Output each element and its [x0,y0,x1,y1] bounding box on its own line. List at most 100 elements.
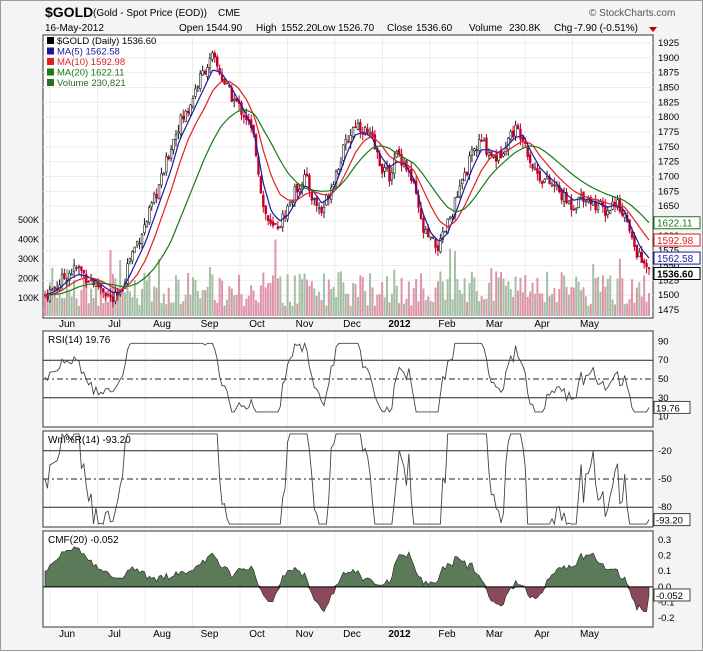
candle-body [288,202,292,206]
price-tag-box [653,233,701,247]
volume-bar [165,304,168,316]
volume-bar [286,274,289,316]
candle-body [502,153,505,157]
oscillator-line [44,341,650,413]
candle-body [169,149,173,159]
oscillator-value-tag: 19.76 [653,400,691,414]
candle-body [647,267,651,270]
volume-bar [478,301,481,316]
volume-bar [218,277,221,316]
volume-bar [179,303,182,316]
volume-bar [560,272,563,316]
volume-value: 230.8K [509,23,541,34]
oscillator-tick-label: 0.3 [658,535,671,546]
candle-body [126,263,129,284]
volume-bar [398,303,401,316]
volume-bar [223,305,226,316]
candle-body [225,82,229,85]
volume-bar [150,301,153,316]
oscillator-tick-label: -0.2 [658,613,674,624]
volume-bar [58,293,61,316]
price-tick-label: 1775 [658,127,679,138]
volume-bar [604,286,607,316]
candle-body [99,285,102,289]
month-label: Aug [153,319,171,330]
volume-bar [264,287,267,316]
volume-bar [46,296,49,316]
month-label: Nov [296,319,314,330]
price-tick-label: 1850 [658,82,679,93]
volume-bar [65,268,68,316]
candle-body [363,126,367,135]
date-label: 16-May-2012 [45,23,104,34]
candle-body [400,154,403,166]
volume-bar [141,288,144,316]
moving-average-line [44,109,650,296]
price-tag-label: 1622.11 [657,219,693,230]
month-label: Mar [486,319,504,330]
price-tick-label: 1700 [658,172,679,183]
volume-bar [153,286,156,316]
candle-body [305,173,309,177]
open-value: 1544.90 [206,23,243,34]
volume-tick-label: 200K [18,274,39,284]
candle-body [592,199,595,206]
candle-body [531,163,534,169]
volume-bar [276,278,279,316]
volume-bar [267,283,270,316]
candle-body [143,224,146,234]
volume-bar [352,283,355,316]
volume-bar [424,300,427,316]
volume-bar [77,305,80,316]
volume-bar [216,302,219,316]
price-tag-box [653,266,701,280]
volume-bar [572,287,575,316]
low-value: 1526.70 [338,23,375,34]
candle-body [596,205,600,210]
candle-body [63,273,66,280]
legend-swatch [47,37,54,44]
candle-body [233,98,236,101]
candle-body [456,196,459,199]
volume-bar [533,293,536,316]
candle-body [356,123,360,130]
exchange-label: CME [218,8,241,19]
volume-bar [504,285,507,316]
volume-bar [172,302,175,316]
volume-bar [177,279,180,316]
month-label: Sep [201,319,219,330]
volume-bar [318,291,321,316]
candle-body [216,56,219,67]
cmf-positive-area [44,546,650,588]
candle-body [385,167,389,169]
volume-bar [500,272,503,316]
oscillator-tick-label: 70 [658,355,669,366]
candle-body [422,218,425,233]
candle-body [140,234,144,245]
candle-body [623,213,626,218]
candle-body [276,226,280,229]
month-label: Dec [343,319,361,330]
volume-bar [272,275,275,316]
month-label: Oct [249,629,265,640]
volume-bar [480,296,483,316]
volume-bar [373,305,376,316]
volume-bar [330,288,333,316]
volume-bar [601,275,604,316]
volume-bar [597,276,600,316]
volume-bar [116,288,119,316]
volume-bar [543,301,546,316]
volume-bar [606,279,609,316]
price-tag-label: 1592.98 [657,236,694,247]
volume-bar [623,304,626,316]
candle-body [390,172,394,181]
candle-body [70,273,73,276]
price-tick-label: 1500 [658,290,679,301]
candle-body [441,231,445,240]
candle-body [490,151,493,157]
volume-bar [463,278,466,316]
volume-bar [512,296,515,316]
candle-body [271,221,275,226]
candle-body [638,251,641,258]
price-tag: 1592.98 [653,233,701,247]
